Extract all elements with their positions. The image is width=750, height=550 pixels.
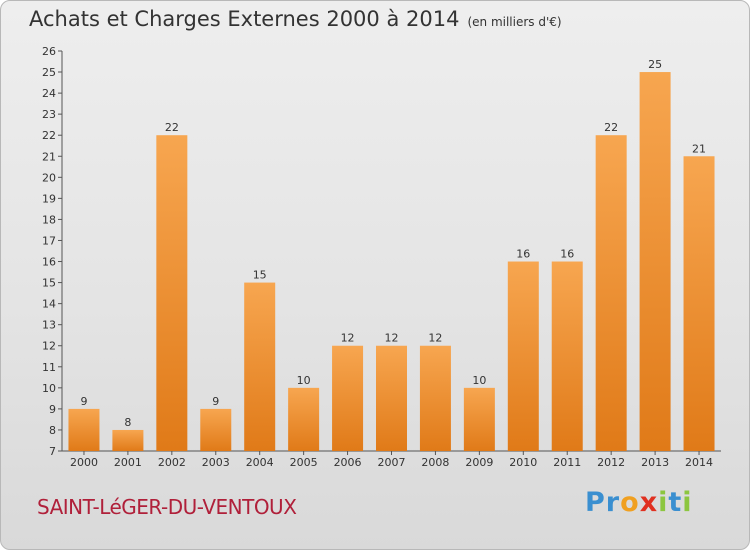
logo-letter: t [668,487,683,518]
y-tick-label: 26 [42,45,56,58]
bar-value-label: 22 [604,121,618,134]
x-tick-label: 2000 [70,456,98,469]
bar-value-label: 10 [297,374,311,387]
x-tick-label: 2008 [421,456,449,469]
logo-letter: r [605,487,621,518]
y-tick-label: 20 [42,171,56,184]
x-tick-label: 2004 [246,456,274,469]
y-tick-label: 13 [42,319,56,332]
bar-2013 [639,72,671,451]
bar-value-label: 21 [692,142,706,155]
bar-value-label: 10 [472,374,486,387]
logo-letter: o [620,487,640,518]
bar-value-label: 9 [80,395,87,408]
y-tick-label: 14 [42,298,56,311]
bar-2005 [288,387,320,451]
y-tick-label: 24 [42,87,56,100]
bar-2001 [112,429,144,451]
logo-letter: P [585,487,606,518]
bar-value-label: 12 [385,332,399,345]
x-tick-label: 2013 [641,456,669,469]
bar-2006 [332,345,364,451]
bar-value-label: 9 [212,395,219,408]
bar-2008 [419,345,451,451]
x-tick-label: 2014 [685,456,713,469]
logo-letter: x [639,487,659,518]
bar-2012 [595,135,627,452]
x-tick-label: 2012 [597,456,625,469]
bar-value-label: 8 [124,416,131,429]
y-tick-label: 15 [42,277,56,290]
y-tick-label: 17 [42,234,56,247]
bar-value-label: 16 [560,248,574,261]
bar-value-label: 12 [428,332,442,345]
bar-2009 [463,387,495,451]
bar-2014 [683,156,715,451]
bar-value-label: 25 [648,58,662,71]
bar-value-label: 12 [341,332,355,345]
y-tick-label: 21 [42,150,56,163]
place-name: SAINT-LéGER-DU-VENTOUX [37,495,297,519]
y-tick-label: 18 [42,213,56,226]
x-tick-label: 2006 [334,456,362,469]
x-tick-label: 2007 [378,456,406,469]
bar-2003 [200,408,232,451]
bar-2010 [507,261,539,451]
y-tick-label: 11 [42,361,56,374]
chart-unit: (en milliers d'€) [467,15,562,29]
bar-value-label: 22 [165,121,179,134]
bar-2000 [68,408,100,451]
bar-2011 [551,261,583,451]
y-tick-label: 23 [42,108,56,121]
x-tick-label: 2011 [553,456,581,469]
bar-2007 [376,345,407,451]
y-tick-label: 19 [42,192,56,205]
bar-2002 [156,135,188,452]
y-tick-label: 22 [42,129,56,142]
y-tick-label: 16 [42,256,56,269]
chart-title-text: Achats et Charges Externes 2000 à 2014 [29,7,460,31]
x-tick-label: 2002 [158,456,186,469]
x-tick-label: 2005 [290,456,318,469]
y-tick-label: 8 [49,424,56,437]
x-tick-label: 2009 [465,456,493,469]
x-tick-label: 2003 [202,456,230,469]
logo-letter: i [658,487,669,518]
proxiti-logo: Proxiti [585,487,693,518]
bar-value-label: 16 [516,248,530,261]
y-tick-label: 12 [42,340,56,353]
logo-letter: i [682,487,693,518]
x-tick-label: 2010 [509,456,537,469]
y-tick-label: 7 [49,445,56,458]
y-tick-label: 25 [42,66,56,79]
y-tick-label: 10 [42,382,56,395]
chart-title: Achats et Charges Externes 2000 à 2014 (e… [29,7,562,31]
bar-value-label: 15 [253,269,267,282]
y-tick-label: 9 [49,403,56,416]
bar-2004 [244,282,276,451]
x-tick-label: 2001 [114,456,142,469]
